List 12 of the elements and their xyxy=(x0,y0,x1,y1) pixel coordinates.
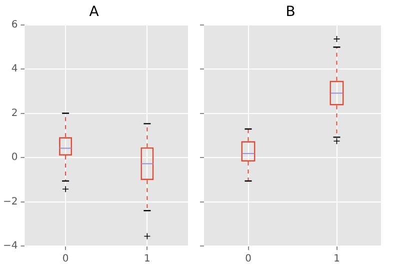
y-tick-label: 0 xyxy=(11,152,18,164)
chart-title: A xyxy=(89,4,100,20)
x-tick-label: 0 xyxy=(245,254,252,265)
y-tick-label: 2 xyxy=(11,108,18,119)
y-tick-label: 4 xyxy=(11,64,18,75)
x-tick-label: 0 xyxy=(62,254,69,265)
y-tick-label: −2 xyxy=(2,196,18,208)
x-tick-label: 1 xyxy=(334,254,340,265)
y-tick-label: 6 xyxy=(11,19,18,30)
chart-title: B xyxy=(286,4,296,20)
x-tick-label: 1 xyxy=(144,254,150,265)
y-tick-label: −4 xyxy=(2,240,18,252)
